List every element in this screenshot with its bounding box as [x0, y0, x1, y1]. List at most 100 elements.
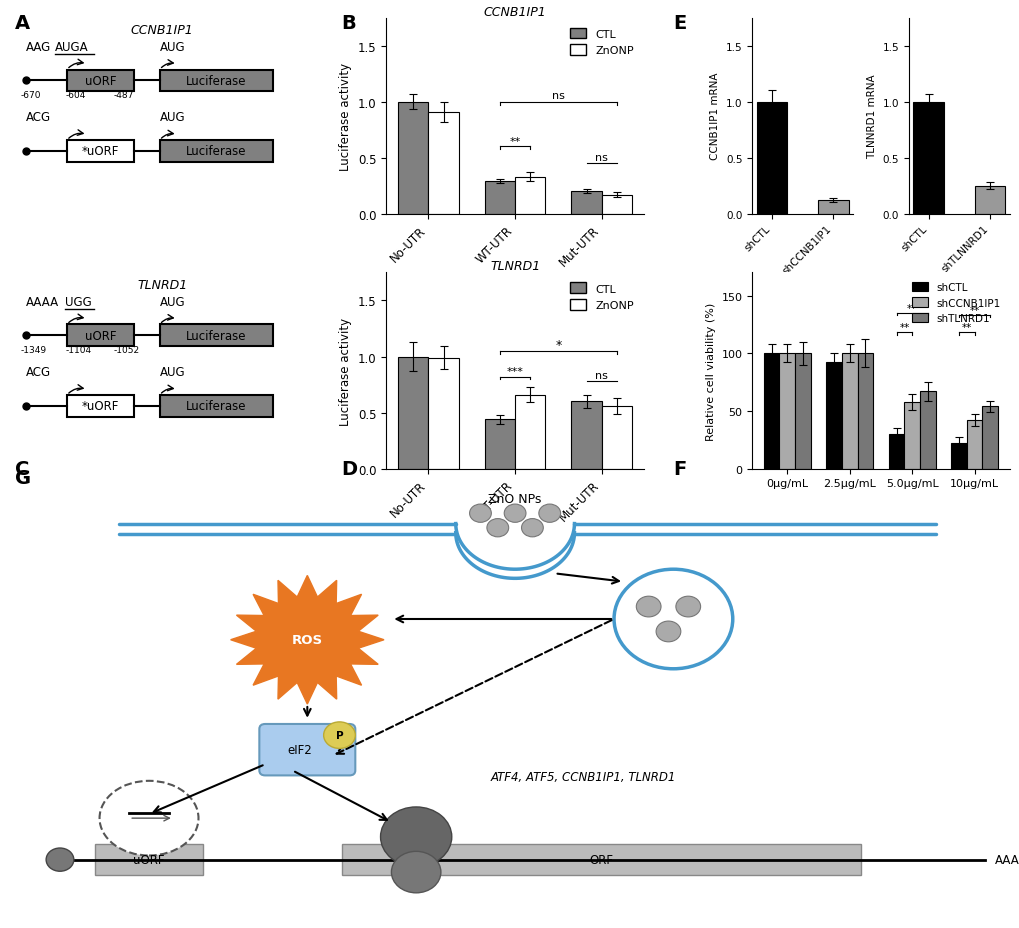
Bar — [763, 354, 779, 469]
Text: -1052: -1052 — [113, 345, 140, 354]
Bar — [919, 392, 934, 469]
Text: -670: -670 — [20, 91, 41, 100]
Bar — [484, 182, 515, 214]
Bar — [66, 395, 133, 418]
Bar — [825, 363, 841, 469]
Text: *uORF: *uORF — [82, 400, 119, 413]
Text: ZnO NPs: ZnO NPs — [488, 493, 541, 506]
Bar — [484, 419, 515, 469]
Text: AUG: AUG — [159, 366, 185, 379]
Bar — [904, 402, 919, 469]
Circle shape — [636, 597, 660, 617]
Bar — [841, 354, 857, 469]
Text: A: A — [15, 14, 31, 32]
Text: *uORF: *uORF — [82, 146, 119, 159]
Bar — [66, 141, 133, 162]
Text: Luciferase: Luciferase — [185, 146, 247, 159]
Bar — [951, 444, 966, 469]
Y-axis label: Luciferase activity: Luciferase activity — [339, 317, 352, 425]
Bar — [817, 201, 848, 214]
Text: AAA: AAA — [994, 853, 1019, 866]
Bar — [601, 406, 632, 469]
Legend: shCTL, shCCNB1IP1, shTLNRD1: shCTL, shCCNB1IP1, shTLNRD1 — [907, 278, 1004, 328]
Bar — [66, 325, 133, 347]
Circle shape — [323, 722, 355, 749]
Y-axis label: Relative cell viability (%): Relative cell viability (%) — [705, 302, 715, 440]
Y-axis label: Luciferase activity: Luciferase activity — [339, 62, 352, 171]
Text: ns: ns — [595, 370, 607, 380]
Text: AUG: AUG — [159, 295, 185, 308]
Bar — [95, 844, 203, 875]
Bar — [601, 196, 632, 214]
Bar — [779, 354, 794, 469]
Text: AUG: AUG — [159, 41, 185, 54]
Bar — [571, 402, 601, 469]
Circle shape — [391, 851, 440, 893]
Text: -1349: -1349 — [20, 345, 47, 354]
Bar — [794, 354, 810, 469]
Bar — [428, 112, 459, 214]
Bar — [159, 71, 273, 92]
Text: *: * — [554, 338, 561, 351]
Text: uORF: uORF — [133, 853, 165, 866]
Text: CCNB1IP1: CCNB1IP1 — [130, 24, 194, 37]
Text: AUG: AUG — [159, 111, 185, 124]
Bar — [66, 71, 133, 92]
Y-axis label: CCNB1IP1 mRNA: CCNB1IP1 mRNA — [709, 72, 719, 161]
Text: -1104: -1104 — [65, 345, 92, 354]
Ellipse shape — [100, 781, 199, 856]
FancyBboxPatch shape — [259, 724, 355, 776]
Text: -604: -604 — [65, 91, 86, 100]
Text: UGG: UGG — [64, 295, 92, 308]
Text: ***: *** — [506, 367, 523, 377]
Text: **: ** — [899, 323, 909, 333]
Text: **: ** — [969, 305, 979, 316]
Bar — [397, 102, 428, 214]
Circle shape — [469, 505, 491, 522]
Text: Luciferase: Luciferase — [185, 75, 247, 88]
Bar — [981, 406, 998, 469]
Text: TLNRD1: TLNRD1 — [137, 279, 187, 292]
Text: AAG: AAG — [25, 41, 51, 54]
Bar — [888, 434, 904, 469]
Text: **: ** — [906, 303, 916, 314]
Text: Luciferase: Luciferase — [185, 400, 247, 413]
Circle shape — [521, 519, 543, 537]
Legend: CTL, ZnONP: CTL, ZnONP — [565, 24, 638, 60]
Y-axis label: TLNNRD1 mRNA: TLNNRD1 mRNA — [866, 74, 876, 159]
Text: P: P — [335, 730, 343, 741]
Text: ROS: ROS — [291, 634, 323, 647]
Title: TLNRD1: TLNRD1 — [489, 260, 540, 273]
Text: uORF: uORF — [85, 329, 116, 342]
Text: ORF: ORF — [589, 853, 613, 866]
Circle shape — [655, 622, 680, 642]
Bar — [857, 354, 872, 469]
Bar — [397, 357, 428, 469]
Bar — [571, 192, 601, 214]
Text: Luciferase: Luciferase — [185, 329, 247, 342]
Text: ns: ns — [595, 153, 607, 162]
Text: F: F — [673, 459, 686, 478]
Text: **: ** — [508, 137, 521, 147]
Text: D: D — [341, 459, 358, 478]
Title: CCNB1IP1: CCNB1IP1 — [483, 6, 546, 19]
Legend: CTL, ZnONP: CTL, ZnONP — [565, 278, 638, 316]
Text: ACG: ACG — [25, 111, 51, 124]
Text: ACG: ACG — [25, 366, 51, 379]
Bar — [912, 102, 943, 214]
Circle shape — [486, 519, 508, 537]
Bar — [973, 187, 1004, 214]
Bar — [966, 420, 981, 469]
Polygon shape — [230, 575, 383, 704]
Text: uORF: uORF — [85, 75, 116, 88]
Bar — [341, 844, 860, 875]
Text: G: G — [15, 469, 32, 487]
Circle shape — [503, 505, 526, 522]
Bar — [159, 325, 273, 347]
Circle shape — [676, 597, 700, 617]
Text: C: C — [15, 459, 30, 478]
Text: AUGA: AUGA — [55, 41, 89, 54]
Text: ns: ns — [551, 91, 565, 101]
Text: AAAA: AAAA — [25, 295, 59, 308]
Bar — [428, 358, 459, 469]
